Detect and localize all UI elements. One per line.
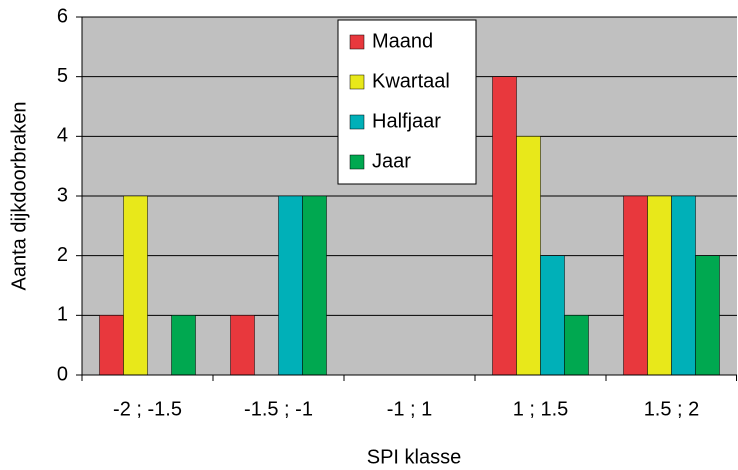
bar — [278, 195, 303, 376]
bar — [302, 195, 327, 376]
bar — [99, 315, 124, 376]
x-tick-label: -1 ; 1 — [387, 398, 433, 420]
x-tick-label: 1.5 ; 2 — [644, 398, 700, 420]
y-tick-label: 2 — [57, 244, 68, 266]
bar — [671, 195, 696, 376]
bar — [492, 76, 517, 376]
legend-label: Jaar — [372, 150, 411, 172]
legend-swatch — [349, 114, 365, 130]
legend-swatch — [349, 154, 365, 170]
bar — [540, 255, 565, 376]
bar — [564, 315, 589, 376]
legend-swatch — [349, 74, 365, 90]
y-tick-label: 1 — [57, 304, 68, 326]
bar — [230, 315, 255, 376]
y-axis-label: Aanta dijkdoorbraken — [8, 101, 30, 290]
y-tick-label: 5 — [57, 65, 68, 87]
bar — [171, 315, 196, 376]
bar — [123, 195, 148, 376]
y-tick-label: 6 — [57, 5, 68, 27]
y-tick-label: 3 — [57, 184, 68, 206]
bar — [647, 195, 672, 376]
bar — [623, 195, 648, 376]
bar — [695, 255, 720, 376]
legend-swatch — [349, 34, 365, 50]
x-tick-label: 1 ; 1.5 — [513, 398, 569, 420]
legend-label: Halfjaar — [372, 110, 441, 132]
bar — [516, 136, 541, 376]
legend-label: Kwartaal — [372, 70, 450, 92]
y-tick-label: 0 — [57, 363, 68, 385]
x-axis-label: SPI klasse — [367, 446, 461, 468]
legend-label: Maand — [372, 30, 433, 52]
y-tick-label: 4 — [57, 125, 68, 147]
x-tick-label: -1.5 ; -1 — [244, 398, 313, 420]
x-tick-label: -2 ; -1.5 — [113, 398, 182, 420]
